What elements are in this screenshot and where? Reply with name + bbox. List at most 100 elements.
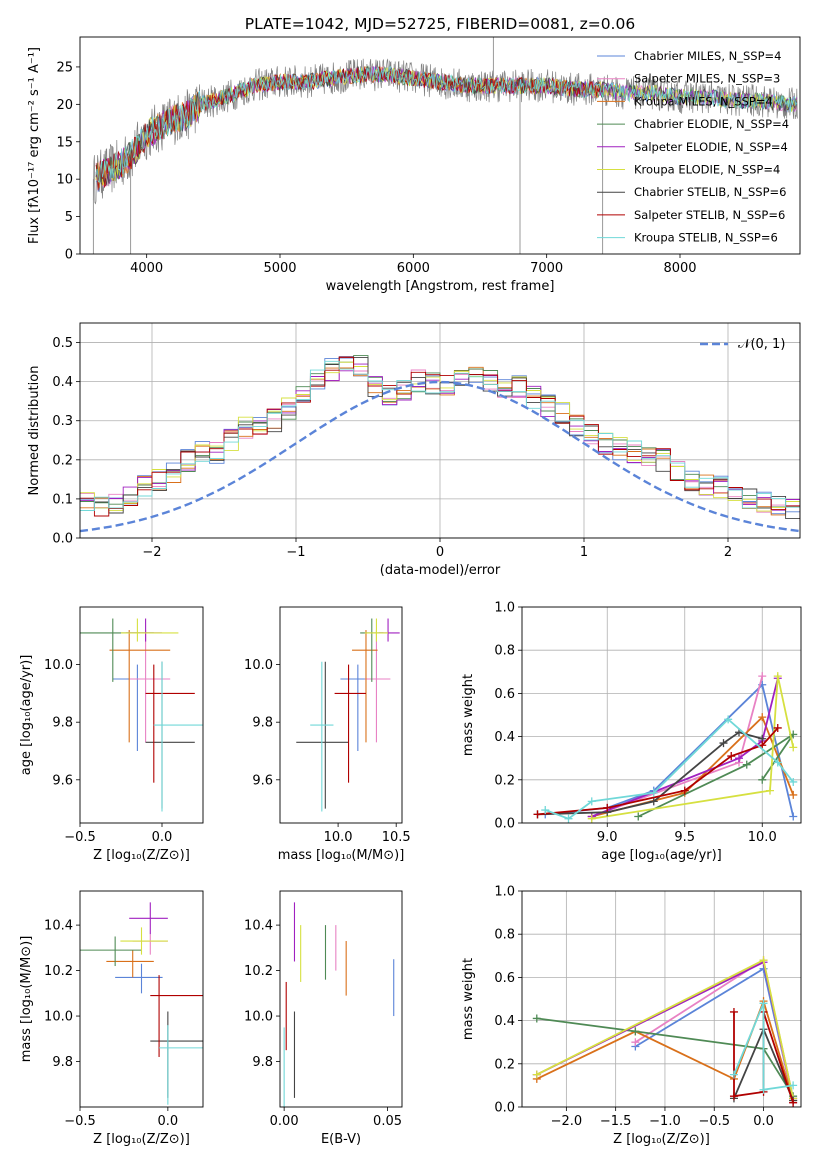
x-tick-label: 5000 — [263, 261, 296, 276]
x-tick-label: −1 — [286, 545, 305, 560]
y-tick-label: 9.6 — [252, 773, 273, 788]
residual-histogram-step — [80, 356, 800, 522]
y-tick-label: 9.6 — [52, 773, 73, 788]
weight-marker — [729, 1007, 738, 1016]
weight-marker — [649, 797, 658, 806]
weight-marker — [742, 760, 751, 769]
y-tick-label: 0 — [65, 248, 73, 263]
weight-marker — [773, 723, 782, 732]
legend-entry: Salpeter STELIB, N_SSP=6 — [634, 208, 785, 222]
y-axis-label: Flux [fλ10⁻¹⁷ erg cm⁻² s⁻¹ A⁻¹] — [27, 47, 42, 244]
legend-entry: Salpeter ELODIE, N_SSP=4 — [634, 140, 788, 154]
y-tick-label: 25 — [56, 60, 73, 75]
x-tick-label: 1 — [580, 545, 588, 560]
x-tick-label: 8000 — [663, 261, 696, 276]
weight-marker — [773, 758, 782, 767]
weight-marker — [735, 754, 743, 763]
y-tick-label: 1.0 — [494, 601, 515, 616]
y-tick-label: 0.8 — [494, 928, 515, 943]
y-tick-label: 10.2 — [244, 964, 273, 979]
y-tick-label: 15 — [56, 135, 73, 150]
weight-marker — [759, 1085, 768, 1094]
weight-marker — [649, 788, 658, 797]
x-tick-label: 10.0 — [748, 830, 777, 845]
weight-marker — [631, 1027, 640, 1036]
panel-z-weight: −2.0 −1.5 −1.0 −0.5 0.0 0.0 0.2 0.4 0.6 0.8 1.0 Z [… — [461, 885, 802, 1147]
y-tick-label: 9.8 — [252, 716, 273, 731]
weight-marker — [758, 713, 767, 722]
y-tick-label: 9.8 — [52, 1055, 73, 1070]
y-axis-label: mass weight — [461, 958, 476, 1040]
x-tick-label: 9.5 — [674, 830, 695, 845]
weight-marker — [587, 797, 596, 806]
x-tick-label: 9.0 — [597, 830, 618, 845]
weight-marker — [789, 743, 798, 752]
axes-frame — [279, 606, 403, 824]
y-tick-label: 5 — [65, 210, 73, 225]
x-axis-label: Z [log₁₀(Z/Z⊙)] — [93, 1132, 190, 1147]
x-tick-label: 6000 — [397, 261, 430, 276]
plot-area — [296, 618, 400, 812]
weight-marker — [759, 999, 768, 1008]
weight-marker — [541, 806, 550, 815]
x-tick-label: 0 — [436, 545, 444, 560]
legend-entry: Chabrier ELODIE, N_SSP=4 — [634, 117, 789, 131]
weight-line — [537, 727, 779, 816]
y-tick-label: 10.0 — [44, 658, 73, 673]
y-tick-label: 10 — [56, 173, 73, 188]
y-tick-label: 0.3 — [52, 414, 73, 429]
y-tick-label: 0.4 — [494, 730, 515, 745]
data-spectrum-line — [92, 58, 798, 205]
x-tick-label: 10.0 — [324, 830, 353, 845]
weight-marker — [789, 1098, 798, 1107]
weight-marker — [727, 752, 736, 761]
x-tick-label: 0.0 — [158, 1114, 179, 1129]
axes-frame — [79, 36, 801, 255]
x-tick-label: −0.5 — [64, 1114, 96, 1129]
weight-marker — [759, 956, 768, 965]
x-tick-label: −0.5 — [698, 1114, 730, 1129]
y-tick-label: 0.1 — [52, 492, 73, 507]
x-tick-label: −1.0 — [649, 1114, 681, 1129]
plot-area — [522, 891, 801, 1107]
plot-area — [92, 37, 798, 254]
x-tick-label: 0.00 — [270, 1114, 299, 1129]
y-tick-label: 10.4 — [244, 919, 273, 934]
weight-marker — [789, 1081, 798, 1090]
x-tick-label: 0.0 — [152, 830, 173, 845]
weight-marker — [758, 775, 767, 784]
x-tick-label: −0.5 — [64, 830, 96, 845]
weight-marker — [729, 1070, 738, 1079]
weight-marker — [789, 812, 798, 821]
legend-entry: Chabrier STELIB, N_SSP=6 — [634, 185, 786, 199]
x-axis-label: age [log₁₀(age/yr)] — [601, 848, 722, 863]
axes-frame — [79, 606, 204, 824]
weight-marker — [789, 777, 798, 786]
weight-marker — [766, 786, 774, 795]
panel-mass-age: 10.0 10.5 9.6 9.8 10.0 mass [log₁₀(M/M⊙)] — [244, 606, 411, 863]
weight-marker — [789, 790, 798, 799]
axes-frame — [79, 322, 801, 539]
y-tick-label: 0.6 — [494, 687, 515, 702]
panel-residuals: −2 −1 0 1 2 0.0 0.1 0.2 0.3 0.4 0.5 (data-model)/er… — [27, 322, 801, 578]
y-tick-label: 0.8 — [494, 644, 515, 659]
weight-line — [637, 733, 794, 818]
y-axis-label: Normed distribution — [27, 366, 42, 496]
y-tick-label: 0.2 — [494, 773, 515, 788]
axes-frame — [521, 890, 802, 1108]
x-axis-label: E(B-V) — [321, 1132, 361, 1147]
x-tick-label: 0.0 — [753, 1114, 774, 1129]
weight-marker — [532, 1070, 541, 1079]
weight-line — [536, 1017, 794, 1097]
weight-marker — [724, 715, 733, 724]
y-tick-label: 10.2 — [44, 964, 73, 979]
weight-marker — [532, 1014, 541, 1023]
y-tick-label: 1.0 — [494, 885, 515, 900]
figure-title: PLATE=1042, MJD=52725, FIBERID=0081, z=0… — [245, 15, 635, 33]
axes-frame — [79, 890, 204, 1108]
plot-area — [80, 902, 203, 1105]
weight-marker — [758, 672, 767, 681]
y-tick-label: 9.8 — [52, 716, 73, 731]
x-tick-label: −1.5 — [600, 1114, 632, 1129]
